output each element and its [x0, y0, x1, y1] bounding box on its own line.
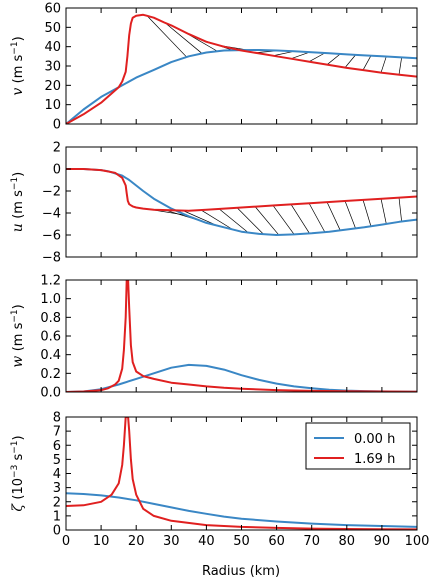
y-tick-label: 40 — [44, 40, 61, 55]
y-axis-label: u (m s−1) — [10, 172, 26, 232]
series-line-000h — [66, 492, 417, 528]
x-tick-label: 100 — [405, 534, 430, 549]
y-tick-label: 0.2 — [40, 367, 61, 382]
x-tick-label: 30 — [163, 534, 180, 549]
hatch-line — [362, 199, 372, 227]
y-tick-label: 0.0 — [40, 386, 61, 401]
x-tick-label: 70 — [303, 534, 320, 549]
legend-box — [305, 422, 411, 470]
hatch-line — [290, 204, 310, 234]
y-tick-label: 0.6 — [40, 330, 61, 345]
hatch-line — [146, 15, 187, 58]
y-tick-label: −8 — [42, 251, 61, 266]
y-tick-label: 4 — [53, 467, 61, 482]
y-tick-label: 30 — [44, 60, 61, 75]
legend-label: 0.00 h — [354, 432, 395, 447]
y-axis-label: ζ (10−3 s−1) — [10, 435, 26, 511]
y-tick-label: 1 — [53, 509, 61, 524]
hatch-line — [308, 52, 326, 63]
hatch-line — [200, 209, 233, 230]
hatch-line — [326, 201, 341, 231]
x-tick-label: 40 — [198, 534, 215, 549]
hatch-line — [362, 55, 372, 71]
hatch-line — [326, 53, 341, 65]
hatch-line — [344, 54, 356, 68]
hatch-line — [218, 208, 249, 233]
x-tick-label: 10 — [93, 534, 110, 549]
y-tick-label: 0.8 — [40, 311, 61, 326]
plot-frame — [65, 146, 418, 258]
y-tick-label: 0.4 — [40, 348, 61, 363]
hatch-line — [164, 22, 203, 54]
y-tick-label: 5 — [53, 453, 61, 468]
y-tick-label: −2 — [42, 185, 61, 200]
y-tick-label: 10 — [44, 98, 61, 113]
hatch-line — [380, 56, 387, 73]
hatch-line — [254, 206, 280, 236]
x-tick-label: 50 — [233, 534, 250, 549]
hatch-line — [183, 210, 218, 226]
y-tick-label: 50 — [44, 21, 61, 36]
y-axis-label: w (m s−1) — [10, 304, 26, 367]
legend-label: 1.69 h — [354, 452, 395, 467]
x-tick-label: 60 — [268, 534, 285, 549]
series-line-000h — [66, 168, 417, 236]
y-tick-label: −6 — [42, 229, 61, 244]
x-tick-label: 0 — [62, 534, 70, 549]
x-tick-label: 20 — [128, 534, 145, 549]
plot-frame — [65, 7, 418, 125]
series-line-169h — [66, 168, 417, 212]
panel-w: 0.0 0.2 0.4 0.6 0.8 1.0 1.2 w (m s−1) — [10, 274, 418, 401]
hatch-line — [398, 57, 402, 75]
y-tick-label: 60 — [44, 2, 61, 17]
y-axis-label: v (m s−1) — [10, 36, 26, 95]
hatch-lines — [147, 197, 402, 236]
panel-v: 0 10 20 30 40 50 60 v (m s−1) — [10, 2, 418, 133]
series-line-169h — [66, 280, 417, 392]
x-tick-label: 90 — [374, 534, 391, 549]
y-tick-label: 2 — [53, 495, 61, 510]
hatch-line — [398, 197, 402, 222]
x-axis-label: Radius (km) — [202, 564, 280, 579]
y-tick-label: 6 — [53, 439, 61, 454]
y-tick-label: 20 — [44, 79, 61, 94]
panel-u: −8 −6 −4 −2 0 2 u (m s−1) — [10, 141, 418, 266]
hatch-line — [290, 51, 310, 60]
hatch-line — [344, 200, 356, 229]
y-tick-label: 1.0 — [40, 292, 61, 307]
hatch-line — [380, 198, 387, 224]
y-tick-label: −4 — [42, 207, 61, 222]
series-line-169h — [66, 13, 417, 124]
legend: 0.00 h 1.69 h — [305, 422, 411, 470]
hatch-line — [308, 203, 326, 233]
y-tick-label: 0 — [53, 163, 61, 178]
x-tick-label: 80 — [339, 534, 356, 549]
y-tick-label: 8 — [53, 411, 61, 426]
y-tick-label: 1.2 — [40, 274, 61, 289]
hatch-lines — [146, 15, 402, 75]
y-tick-label: 0 — [53, 524, 61, 539]
y-tick-label: 7 — [53, 425, 61, 440]
hatch-line — [236, 207, 264, 235]
y-tick-label: 0 — [53, 118, 61, 133]
y-tick-label: 2 — [53, 141, 61, 156]
hatch-line — [272, 205, 295, 235]
y-tick-label: 3 — [53, 481, 61, 496]
